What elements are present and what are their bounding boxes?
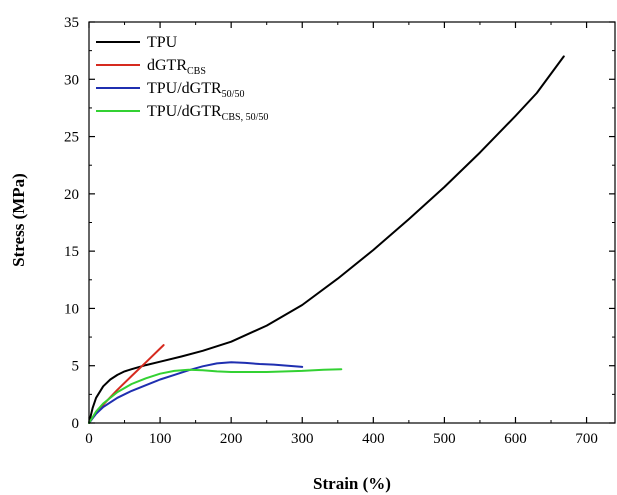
legend-entry-2: TPU/dGTR50/50 xyxy=(147,80,244,100)
legend-label: dGTR xyxy=(147,57,187,74)
legend-subscript: CBS, 50/50 xyxy=(222,112,269,123)
legend-label: TPU xyxy=(147,34,178,51)
legend-subscript: 50/50 xyxy=(222,89,245,100)
x-tick-label: 700 xyxy=(575,431,598,447)
legend-label: TPU/dGTR xyxy=(147,80,222,97)
y-axis-title: Stress (MPa) xyxy=(9,173,28,267)
series-line-0 xyxy=(88,55,565,424)
legend-entry-3: TPU/dGTRCBS, 50/50 xyxy=(147,103,268,123)
y-tick-label: 0 xyxy=(72,416,80,432)
legend-entry-0: TPU xyxy=(147,34,178,51)
series-line-3 xyxy=(88,368,343,424)
x-tick-label: 500 xyxy=(433,431,456,447)
x-tick-label: 200 xyxy=(220,431,243,447)
x-tick-label: 400 xyxy=(362,431,385,447)
x-tick-label: 300 xyxy=(291,431,314,447)
y-tick-label: 5 xyxy=(72,359,80,375)
y-tick-label: 25 xyxy=(64,130,79,146)
y-tick-label: 35 xyxy=(64,15,79,31)
x-tick-label: 0 xyxy=(85,431,93,447)
y-tick-label: 15 xyxy=(64,244,79,260)
legend-entry-1: dGTRCBS xyxy=(147,57,206,77)
y-tick-label: 30 xyxy=(64,72,79,88)
series-layer xyxy=(88,55,565,424)
y-tick-label: 10 xyxy=(64,301,79,317)
y-tick-label: 20 xyxy=(64,187,79,203)
legend-label: TPU/dGTR xyxy=(147,103,222,120)
x-tick-label: 600 xyxy=(504,431,527,447)
legend-subscript: CBS xyxy=(187,66,206,77)
series-line-1 xyxy=(88,344,165,424)
ticks-layer: 0 100 200 300 400 500 600 700 0 5 10 15 20 25 30 35 xyxy=(64,15,615,447)
x-axis-title: Strain (%) xyxy=(313,474,391,493)
x-tick-label: 100 xyxy=(149,431,172,447)
